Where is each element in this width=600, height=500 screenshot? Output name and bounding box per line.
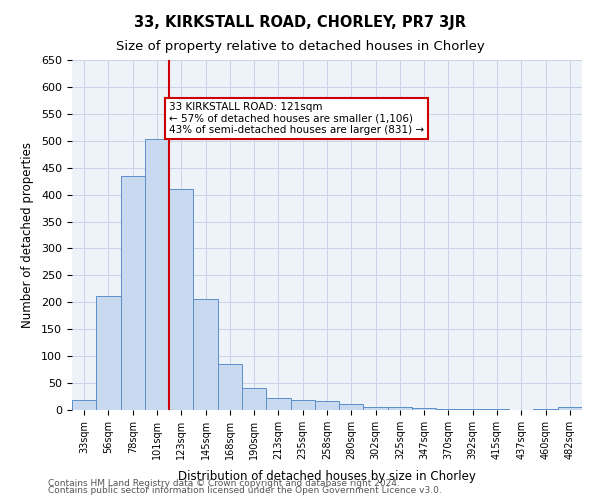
- Text: Size of property relative to detached houses in Chorley: Size of property relative to detached ho…: [116, 40, 484, 53]
- Bar: [121, 176, 145, 410]
- Bar: [412, 408, 436, 410]
- Text: 33, KIRKSTALL ROAD, CHORLEY, PR7 3JR: 33, KIRKSTALL ROAD, CHORLEY, PR7 3JR: [134, 15, 466, 30]
- Y-axis label: Number of detached properties: Number of detached properties: [21, 142, 34, 328]
- Bar: [145, 139, 169, 410]
- Bar: [266, 398, 290, 410]
- Bar: [218, 364, 242, 410]
- Bar: [193, 298, 218, 410]
- Bar: [436, 409, 461, 410]
- X-axis label: Distribution of detached houses by size in Chorley: Distribution of detached houses by size …: [178, 470, 476, 483]
- Text: 33 KIRKSTALL ROAD: 121sqm
← 57% of detached houses are smaller (1,106)
43% of se: 33 KIRKSTALL ROAD: 121sqm ← 57% of detac…: [169, 102, 424, 135]
- Bar: [242, 388, 266, 410]
- Bar: [388, 408, 412, 410]
- Bar: [169, 189, 193, 410]
- Bar: [72, 400, 96, 410]
- Bar: [558, 408, 582, 410]
- Bar: [339, 404, 364, 410]
- Bar: [96, 296, 121, 410]
- Bar: [315, 402, 339, 410]
- Text: Contains HM Land Registry data © Crown copyright and database right 2024.: Contains HM Land Registry data © Crown c…: [48, 478, 400, 488]
- Bar: [364, 407, 388, 410]
- Text: Contains public sector information licensed under the Open Government Licence v3: Contains public sector information licen…: [48, 486, 442, 495]
- Bar: [290, 400, 315, 410]
